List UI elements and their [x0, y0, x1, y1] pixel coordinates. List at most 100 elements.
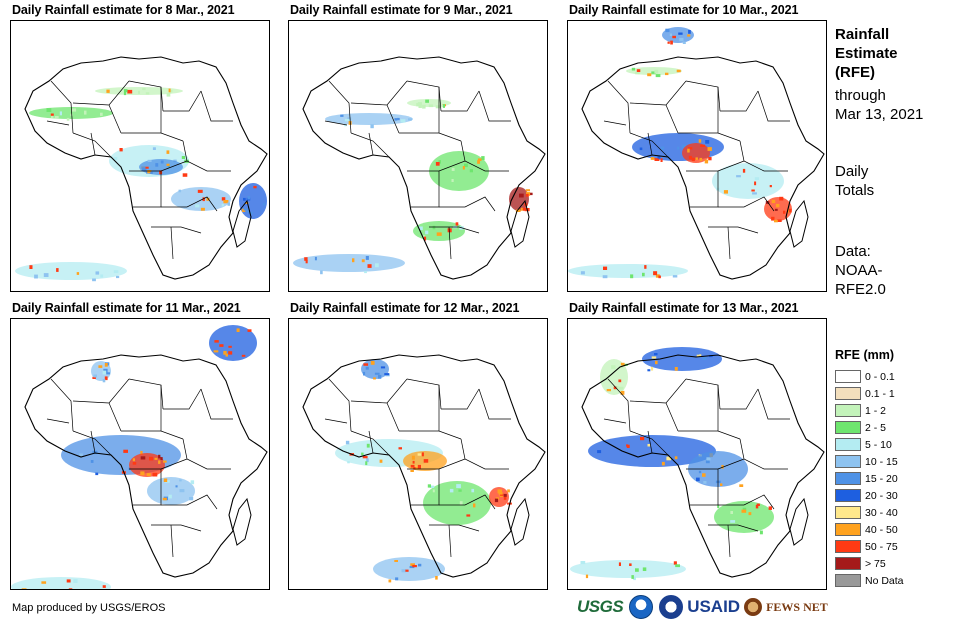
rain-cell — [658, 275, 661, 279]
rain-cell — [380, 366, 386, 369]
rain-cell — [370, 361, 375, 365]
rain-cell — [401, 569, 406, 573]
rain-cell — [104, 376, 108, 381]
country-border — [607, 378, 631, 432]
rain-cell — [471, 488, 475, 493]
rain-area — [239, 183, 267, 219]
country-border — [399, 132, 462, 142]
panel-title: Daily Rainfall estimate for 9 Mar., 2021 — [290, 3, 513, 17]
rain-cell — [373, 377, 376, 380]
country-border — [629, 430, 669, 456]
rain-cell — [428, 104, 434, 108]
country-border — [161, 494, 218, 510]
rain-cell — [400, 119, 406, 123]
rain-cell — [660, 146, 665, 150]
rain-cell — [443, 104, 445, 108]
country-border — [629, 132, 669, 158]
rain-cell — [46, 108, 52, 112]
rain-cell — [241, 354, 246, 357]
rain-cell — [525, 193, 529, 197]
rain-cell — [365, 461, 368, 466]
country-border — [460, 438, 509, 470]
rain-cell — [413, 467, 416, 470]
rain-cell — [498, 492, 503, 495]
legend-swatch — [835, 506, 861, 519]
rain-cell — [417, 102, 422, 105]
rain-cell — [669, 33, 672, 37]
rain-cell — [408, 118, 412, 121]
rain-cell — [676, 69, 681, 73]
rain-cell — [647, 73, 652, 77]
rain-cell — [742, 168, 746, 173]
rain-area — [293, 254, 405, 272]
rain-cell — [246, 208, 250, 213]
country-border — [128, 378, 164, 410]
rainfall-layer — [293, 99, 533, 275]
rain-cell — [378, 374, 382, 379]
rain-cell — [219, 344, 224, 347]
country-border — [720, 388, 759, 410]
product-title-line: Estimate — [835, 45, 898, 62]
rain-cell — [223, 350, 227, 355]
rain-cell — [741, 509, 747, 513]
rain-cell — [123, 449, 128, 453]
rainfall-layer — [570, 347, 774, 581]
rain-area — [11, 577, 111, 589]
country-border — [685, 80, 721, 112]
rain-cell — [160, 457, 163, 460]
rain-area — [147, 477, 195, 505]
rain-cell — [665, 72, 669, 76]
country-border — [478, 388, 511, 420]
rain-cell — [436, 232, 442, 236]
rain-cell — [100, 112, 103, 116]
rain-cell — [754, 177, 760, 181]
rain-cell — [304, 257, 308, 261]
rain-cell — [673, 561, 677, 565]
africa-map — [302, 354, 546, 583]
rain-cell — [688, 30, 691, 34]
panel-title: Daily Rainfall estimate for 10 Mar., 202… — [569, 3, 799, 17]
rain-cell — [771, 199, 776, 204]
rain-cell — [145, 92, 150, 95]
rain-cell — [98, 365, 103, 368]
rain-cell — [214, 340, 219, 343]
rain-cell — [51, 114, 54, 118]
rain-cell — [416, 102, 419, 107]
legend-items: 0 - 0.1 0.1 - 1 1 - 2 2 - 5 5 - 10 10 - 15 15 … — [835, 368, 904, 589]
rain-cell — [462, 166, 465, 170]
rain-cell — [417, 464, 421, 469]
rain-cell — [364, 271, 367, 274]
country-border — [108, 104, 122, 134]
country-border — [368, 132, 374, 156]
country-border — [151, 226, 202, 234]
country-border — [324, 418, 348, 424]
africa-map — [568, 27, 825, 280]
rain-cell — [774, 208, 778, 211]
legend-item: 40 - 50 — [835, 521, 904, 538]
rainfall-map — [10, 318, 270, 590]
rain-cell — [190, 480, 195, 485]
rain-cell — [166, 150, 170, 154]
rain-area — [15, 262, 127, 280]
rain-cell — [651, 356, 657, 359]
rain-cell — [769, 185, 772, 188]
usgs-logo: USGS — [577, 597, 624, 616]
rain-cell — [730, 520, 736, 523]
rain-cell — [736, 175, 741, 178]
rain-cell — [435, 105, 441, 109]
legend-swatch — [835, 370, 861, 383]
rain-cell — [660, 158, 663, 162]
logo-strip: USGS USAID FEWS NET — [577, 594, 828, 620]
rain-cell — [580, 271, 585, 275]
legend-item: 1 - 2 — [835, 402, 904, 419]
rain-cell — [320, 270, 323, 275]
rain-cell — [411, 455, 415, 460]
rain-cell — [704, 159, 709, 164]
rain-cell — [515, 209, 521, 212]
country-border — [629, 80, 687, 106]
rain-cell — [706, 457, 711, 461]
rain-cell — [696, 354, 700, 357]
rain-cell — [696, 477, 700, 482]
country-border — [647, 430, 653, 454]
country-border — [72, 132, 112, 158]
